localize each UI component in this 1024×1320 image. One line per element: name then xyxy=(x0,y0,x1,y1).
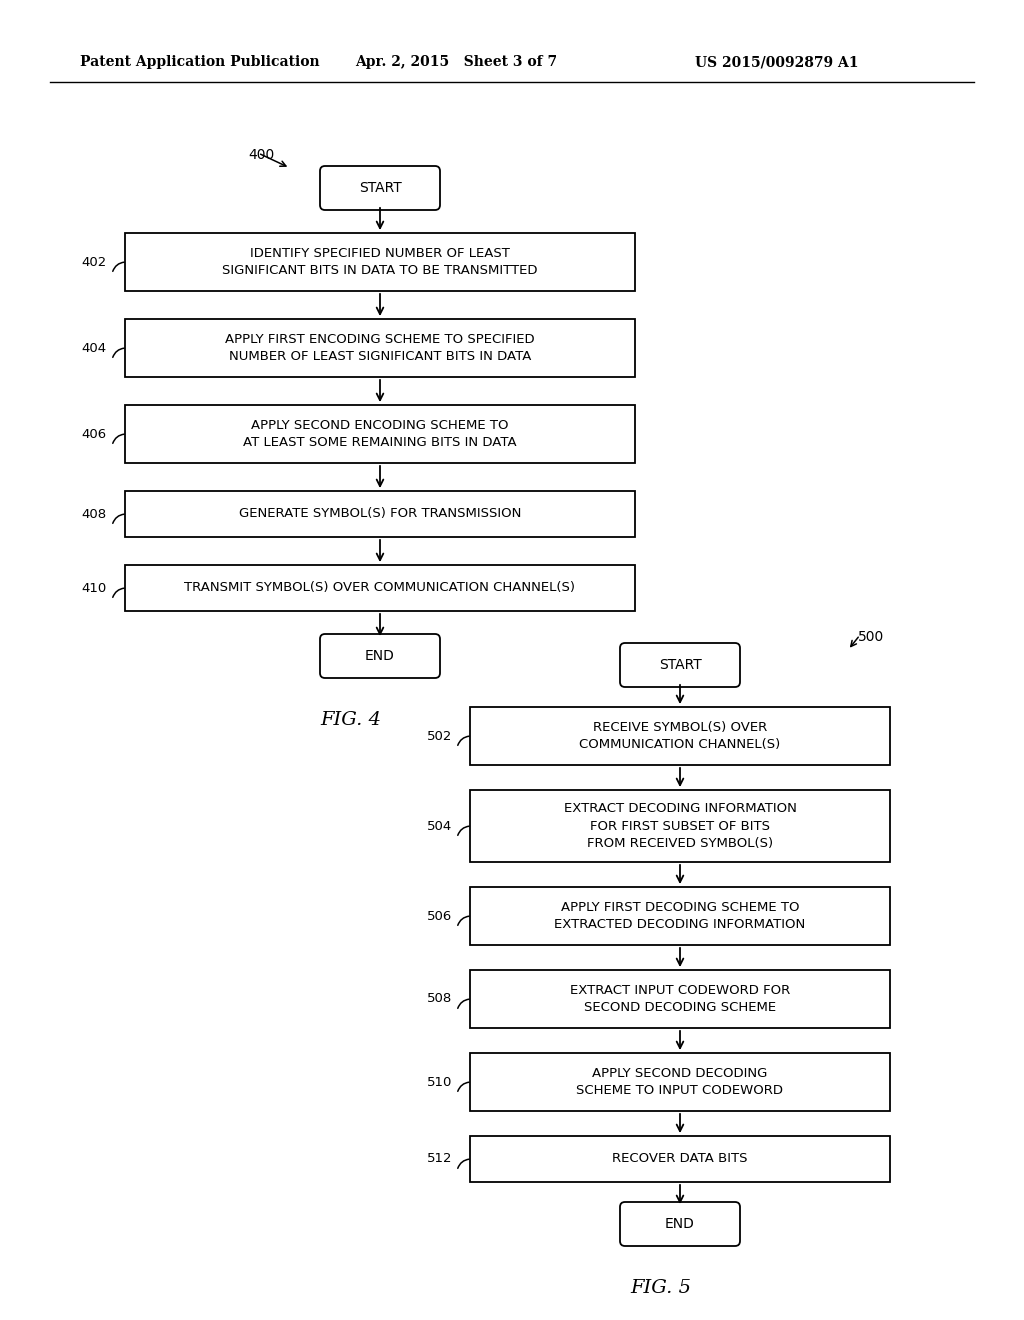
Text: START: START xyxy=(358,181,401,195)
Text: EXTRACT DECODING INFORMATION
FOR FIRST SUBSET OF BITS
FROM RECEIVED SYMBOL(S): EXTRACT DECODING INFORMATION FOR FIRST S… xyxy=(563,803,797,850)
Text: END: END xyxy=(366,649,395,663)
Text: 406: 406 xyxy=(82,428,106,441)
Text: APPLY SECOND ENCODING SCHEME TO
AT LEAST SOME REMAINING BITS IN DATA: APPLY SECOND ENCODING SCHEME TO AT LEAST… xyxy=(243,418,517,449)
Text: FIG. 4: FIG. 4 xyxy=(319,711,381,729)
Bar xyxy=(125,319,635,378)
Text: 400: 400 xyxy=(248,148,274,162)
Text: 512: 512 xyxy=(427,1152,452,1166)
Text: RECOVER DATA BITS: RECOVER DATA BITS xyxy=(612,1152,748,1166)
Text: FIG. 5: FIG. 5 xyxy=(630,1279,691,1298)
Text: 402: 402 xyxy=(82,256,106,268)
Bar xyxy=(470,970,890,1028)
Bar xyxy=(125,405,635,463)
Bar xyxy=(470,708,890,766)
FancyBboxPatch shape xyxy=(620,1203,740,1246)
Text: EXTRACT INPUT CODEWORD FOR
SECOND DECODING SCHEME: EXTRACT INPUT CODEWORD FOR SECOND DECODI… xyxy=(570,983,791,1014)
Text: 404: 404 xyxy=(82,342,106,355)
Bar xyxy=(125,491,635,537)
Text: 410: 410 xyxy=(82,582,106,594)
Text: 504: 504 xyxy=(427,820,452,833)
Text: APPLY FIRST DECODING SCHEME TO
EXTRACTED DECODING INFORMATION: APPLY FIRST DECODING SCHEME TO EXTRACTED… xyxy=(554,902,806,931)
Text: 508: 508 xyxy=(427,993,452,1006)
Text: TRANSMIT SYMBOL(S) OVER COMMUNICATION CHANNEL(S): TRANSMIT SYMBOL(S) OVER COMMUNICATION CH… xyxy=(184,582,575,594)
Bar xyxy=(470,1137,890,1181)
Text: 408: 408 xyxy=(82,507,106,520)
Text: GENERATE SYMBOL(S) FOR TRANSMISSION: GENERATE SYMBOL(S) FOR TRANSMISSION xyxy=(239,507,521,520)
FancyBboxPatch shape xyxy=(620,643,740,686)
Bar xyxy=(470,1053,890,1111)
Text: APPLY SECOND DECODING
SCHEME TO INPUT CODEWORD: APPLY SECOND DECODING SCHEME TO INPUT CO… xyxy=(577,1067,783,1097)
Text: US 2015/0092879 A1: US 2015/0092879 A1 xyxy=(695,55,858,69)
FancyBboxPatch shape xyxy=(319,634,440,678)
FancyBboxPatch shape xyxy=(319,166,440,210)
Text: APPLY FIRST ENCODING SCHEME TO SPECIFIED
NUMBER OF LEAST SIGNIFICANT BITS IN DAT: APPLY FIRST ENCODING SCHEME TO SPECIFIED… xyxy=(225,333,535,363)
Bar xyxy=(470,887,890,945)
Text: END: END xyxy=(665,1217,695,1232)
Text: Apr. 2, 2015   Sheet 3 of 7: Apr. 2, 2015 Sheet 3 of 7 xyxy=(355,55,557,69)
Text: 502: 502 xyxy=(427,730,452,742)
Text: IDENTIFY SPECIFIED NUMBER OF LEAST
SIGNIFICANT BITS IN DATA TO BE TRANSMITTED: IDENTIFY SPECIFIED NUMBER OF LEAST SIGNI… xyxy=(222,247,538,277)
Text: RECEIVE SYMBOL(S) OVER
COMMUNICATION CHANNEL(S): RECEIVE SYMBOL(S) OVER COMMUNICATION CHA… xyxy=(580,721,780,751)
Text: 500: 500 xyxy=(858,630,885,644)
Bar xyxy=(125,565,635,611)
Bar xyxy=(470,789,890,862)
Text: 510: 510 xyxy=(427,1076,452,1089)
Text: 506: 506 xyxy=(427,909,452,923)
Text: Patent Application Publication: Patent Application Publication xyxy=(80,55,319,69)
Text: START: START xyxy=(658,657,701,672)
Bar xyxy=(125,234,635,290)
